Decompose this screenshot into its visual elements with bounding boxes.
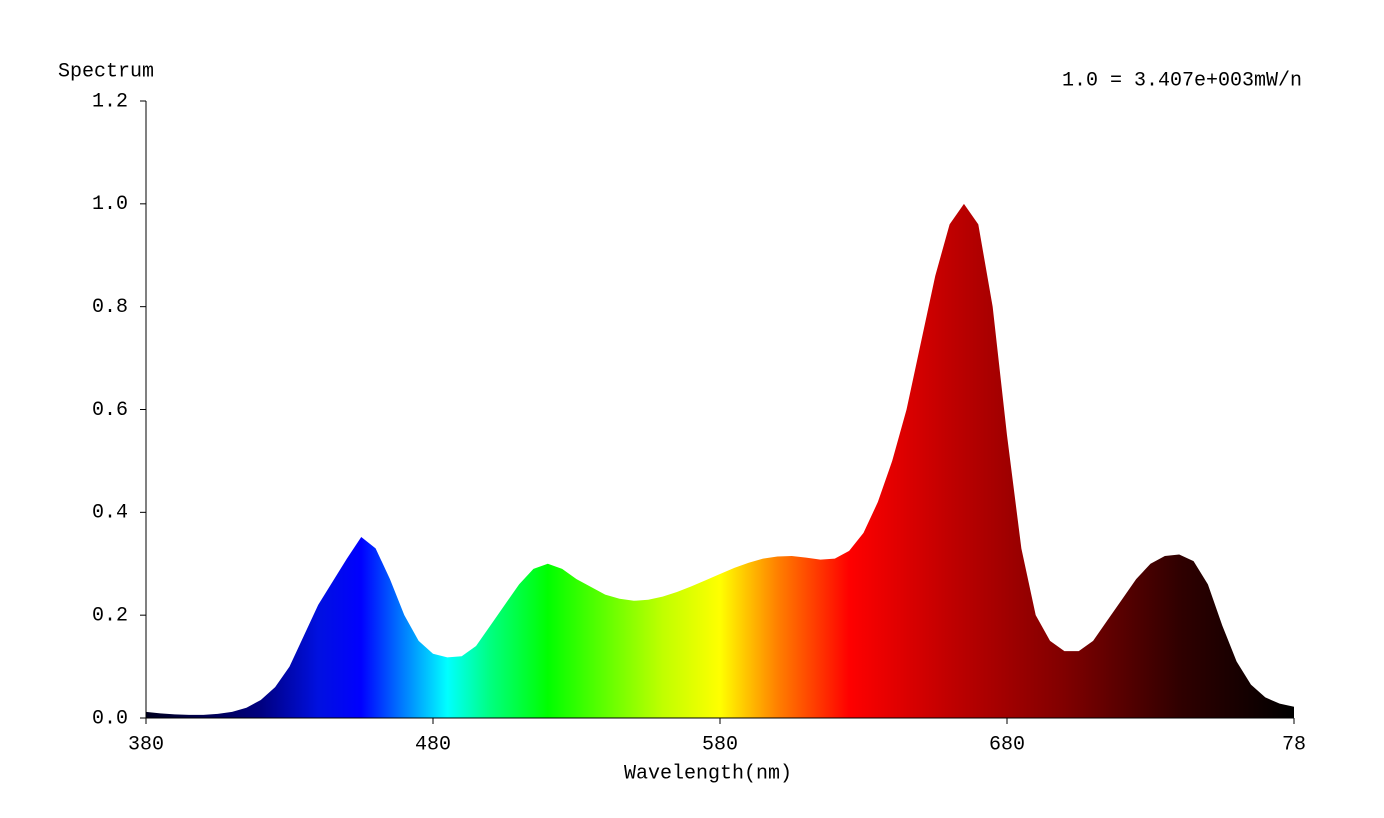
y-tick-label: 0.2 — [92, 604, 128, 627]
chart-title: Spectrum — [58, 60, 154, 83]
x-tick-label: 78 — [1282, 733, 1306, 756]
x-tick-label: 580 — [702, 733, 738, 756]
y-tick-label: 0.8 — [92, 296, 128, 319]
y-tick-label: 0.6 — [92, 399, 128, 422]
y-tick-label: 0.0 — [92, 707, 128, 730]
x-tick-label: 380 — [128, 733, 164, 756]
y-tick-label: 0.4 — [92, 502, 128, 525]
x-tick-label: 680 — [989, 733, 1025, 756]
spectrum-area — [146, 203, 1294, 719]
annotation: 1.0 = 3.407e+003mW/n — [1062, 69, 1302, 92]
x-axis-label: Wavelength(nm) — [624, 762, 792, 785]
x-tick-label: 480 — [415, 733, 451, 756]
y-tick-label: 1.2 — [92, 90, 128, 113]
y-tick-label: 1.0 — [92, 193, 128, 216]
